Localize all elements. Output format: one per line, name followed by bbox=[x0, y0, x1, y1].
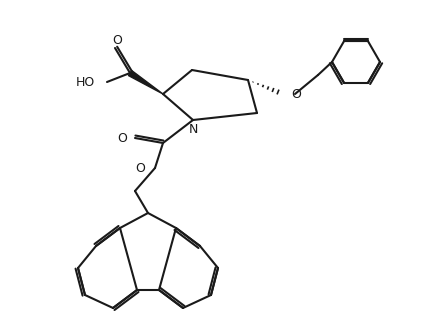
Text: N: N bbox=[188, 123, 197, 136]
Text: O: O bbox=[291, 87, 301, 101]
Text: HO: HO bbox=[76, 76, 95, 88]
Text: O: O bbox=[117, 131, 127, 145]
Text: O: O bbox=[112, 34, 122, 47]
Polygon shape bbox=[128, 71, 163, 94]
Text: O: O bbox=[135, 161, 145, 175]
